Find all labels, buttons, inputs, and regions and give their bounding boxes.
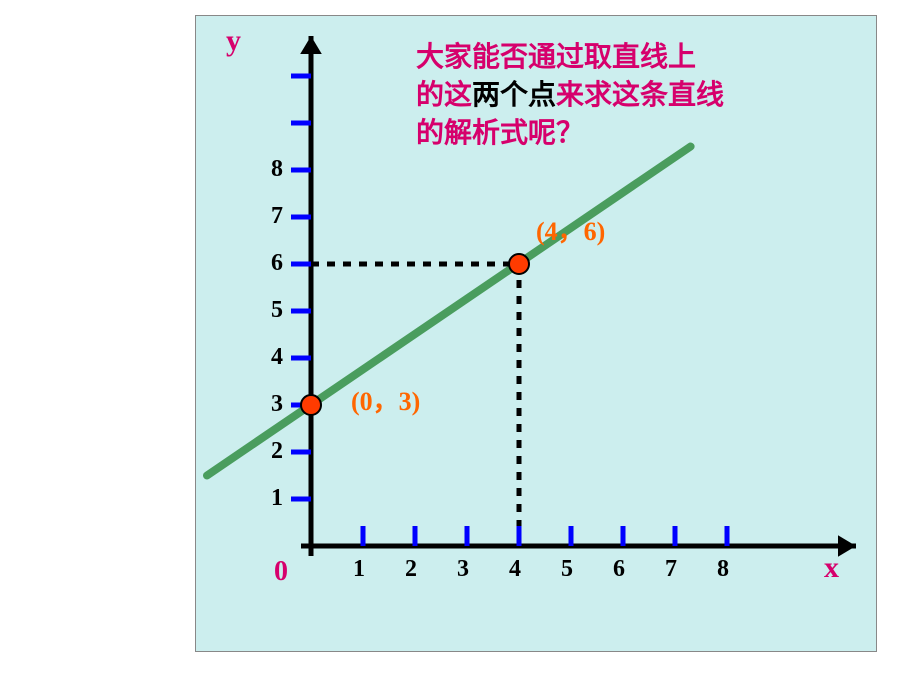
y-tick-label: 4 [271, 344, 283, 371]
title-part: 大家能否通过取直线上 [416, 41, 696, 72]
title-part: 来求这条直线 [556, 79, 724, 110]
y-axis-label: y [226, 24, 241, 58]
x-tick-label: 1 [353, 556, 365, 583]
y-tick-label: 7 [271, 203, 283, 230]
x-tick-label: 4 [509, 556, 521, 583]
x-axis-label: x [824, 551, 839, 585]
x-tick-label: 6 [613, 556, 625, 583]
y-tick-label: 5 [271, 297, 283, 324]
title-part: 的这 [416, 79, 472, 110]
x-tick-label: 2 [405, 556, 417, 583]
chart-panel: y x 0 大家能否通过取直线上的这两个点来求这条直线的解析式呢？ 1 2 3 4 5 6… [195, 15, 877, 652]
x-tick-label: 8 [717, 556, 729, 583]
x-tick-label: 3 [457, 556, 469, 583]
y-tick-label: 6 [271, 250, 283, 277]
x-tick-label: 5 [561, 556, 573, 583]
y-tick-label: 2 [271, 438, 283, 465]
y-tick-label: 1 [271, 485, 283, 512]
origin-label: 0 [274, 556, 288, 588]
y-tick-label: 3 [271, 391, 283, 418]
point-label: (4，6) [536, 211, 605, 248]
title-part: 两个点 [472, 79, 556, 110]
y-tick-label: 8 [271, 156, 283, 183]
x-tick-label: 7 [665, 556, 677, 583]
point-label: (0，3) [351, 381, 420, 418]
chart-title: 大家能否通过取直线上的这两个点来求这条直线的解析式呢？ [416, 38, 856, 151]
title-part: 的解析式呢？ [416, 117, 584, 148]
